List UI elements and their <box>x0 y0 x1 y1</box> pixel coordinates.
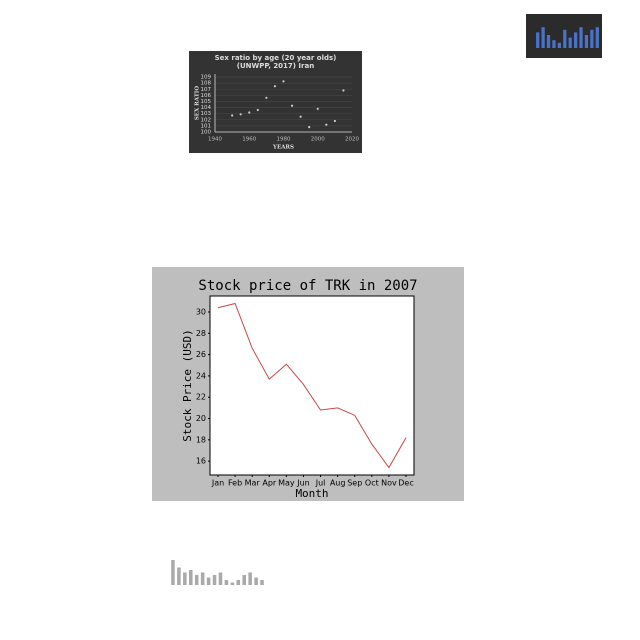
bar <box>224 580 229 585</box>
x-tick-label: Jun <box>296 479 310 488</box>
point <box>239 113 242 116</box>
chart <box>160 540 268 605</box>
x-tick-label: 1960 <box>242 137 256 143</box>
plot-area <box>209 295 415 476</box>
bar <box>584 35 589 48</box>
bar <box>260 580 264 585</box>
y-tick-label: 26 <box>196 350 206 359</box>
chart: Sex ratio by age (20 year olds)(UNWPP, 2… <box>189 51 362 153</box>
x-tick-label: Mar <box>245 479 261 488</box>
y-tick-label: 20 <box>196 414 206 423</box>
bar <box>536 32 540 48</box>
x-tick-label: 1980 <box>277 137 291 143</box>
point <box>256 108 259 112</box>
y-tick-label: 103 <box>201 111 212 117</box>
x-tick-label: Dec <box>398 479 413 488</box>
y-axis-label: Stock Price (USD) <box>181 329 194 442</box>
point <box>342 89 345 92</box>
point <box>308 126 311 129</box>
x-tick-label: Feb <box>228 479 242 488</box>
bar <box>230 582 235 585</box>
chart-title: Sex ratio by age (20 year olds) <box>215 54 337 62</box>
bar <box>590 29 594 48</box>
y-tick-label: 102 <box>201 117 212 123</box>
bar <box>563 29 567 48</box>
bar <box>194 575 199 585</box>
bar <box>552 40 556 48</box>
bar <box>236 580 241 585</box>
x-tick-label: Oct <box>365 479 379 488</box>
bar <box>248 572 252 585</box>
y-tick-label: 22 <box>196 393 206 402</box>
x-tick-label: Sep <box>347 479 362 488</box>
y-tick-label: 28 <box>196 329 206 338</box>
chart-title: (UNWPP, 2017) Iran <box>237 62 314 70</box>
y-tick-label: 16 <box>196 457 206 466</box>
x-tick-label: Nov <box>381 479 397 488</box>
point <box>265 96 268 99</box>
point <box>248 111 251 114</box>
x-tick-label: Jul <box>315 479 326 488</box>
bar <box>595 27 599 48</box>
bar <box>574 32 578 48</box>
y-tick-label: 105 <box>201 99 212 105</box>
bar <box>541 27 545 48</box>
point <box>273 85 277 88</box>
bar <box>568 37 572 48</box>
bar <box>218 572 223 585</box>
bar <box>546 35 551 48</box>
chart-background <box>189 51 362 153</box>
chart: Stock price of TRK in 2007 Month Stock Pri… <box>152 267 464 501</box>
x-axis-label: Month <box>295 487 328 500</box>
y-tick-label: 109 <box>201 75 212 81</box>
bar <box>242 575 246 585</box>
y-tick-label: 108 <box>201 81 212 87</box>
point <box>282 80 285 83</box>
x-tick-label: May <box>278 479 295 488</box>
point <box>299 115 302 118</box>
x-tick-label: Jan <box>211 479 224 488</box>
y-tick-label: 30 <box>196 307 206 316</box>
y-tick-label: 18 <box>196 435 206 444</box>
point <box>316 107 319 110</box>
chart-title: Stock price of TRK in 2007 <box>198 278 417 294</box>
x-tick-label: 2000 <box>311 137 325 143</box>
bar <box>254 577 258 585</box>
bar <box>206 577 211 585</box>
point <box>290 104 294 107</box>
x-tick-label: 2020 <box>345 137 359 143</box>
bar <box>579 27 583 48</box>
chart <box>526 14 602 58</box>
point <box>231 114 234 117</box>
bar <box>557 42 561 48</box>
point <box>333 119 336 123</box>
x-axis-label: YEARS <box>272 145 294 151</box>
bar <box>200 572 205 585</box>
bar <box>189 570 193 585</box>
bar <box>171 560 175 585</box>
x-tick-label: 1940 <box>208 137 222 143</box>
point <box>325 123 328 126</box>
y-tick-label: 107 <box>201 87 212 93</box>
y-axis-label: SEX RATIO <box>195 86 201 121</box>
line <box>217 302 407 469</box>
y-tick-label: 100 <box>201 130 212 136</box>
bar <box>177 567 181 585</box>
y-tick-label: 104 <box>201 105 212 111</box>
y-tick-label: 24 <box>196 371 206 380</box>
bar <box>212 575 217 585</box>
bar <box>183 572 187 585</box>
x-tick-label: Aug <box>330 479 346 488</box>
y-tick-label: 101 <box>201 123 212 129</box>
y-tick-label: 106 <box>201 93 212 99</box>
x-tick-label: Apr <box>262 479 277 488</box>
